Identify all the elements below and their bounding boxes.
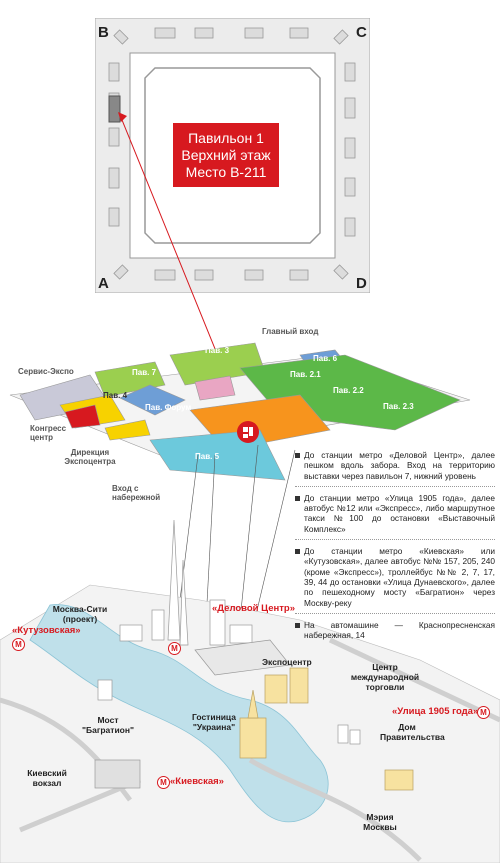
metro-delovoy-label: «Деловой Центр» (212, 603, 295, 614)
wtc-label: Центр международной торговли (350, 662, 420, 692)
expo-site (9, 342, 471, 481)
corner-c-label: C (356, 24, 367, 41)
pavilion-7-label: Пав. 7 (132, 368, 157, 377)
pavilion-2-3-label: Пав. 2.3 (383, 402, 414, 411)
metro-kievskaya-label: «Киевская» (170, 776, 224, 787)
embankment-entrance-label: Вход с набережной (112, 484, 161, 502)
service-expo-label: Сервис-Экспо (18, 367, 74, 376)
pavilion-5-label: Пав. 5 (195, 452, 220, 461)
main-entrance-label: Главный вход (262, 327, 319, 336)
metro-icon: М (157, 776, 170, 789)
mayor-office-label: Мэрия Москвы (363, 812, 397, 832)
metro-icon: М (12, 638, 25, 651)
pavilion-3-label: Пав. 3 (205, 346, 230, 355)
expocentre-label: Экспоцентр (262, 657, 312, 667)
metro-icon: М (168, 642, 181, 655)
pavilion-6-label: Пав. 6 (313, 354, 338, 363)
moscow-city-label: Москва-Сити (проект) (52, 604, 108, 624)
direction-item: На автомашине — Краснопресненская набере… (295, 620, 495, 641)
pavilion-4-label: Пав. 4 (103, 391, 128, 400)
bagration-bridge-label: Мост "Багратион" (81, 715, 135, 735)
pavilion-2-2-label: Пав. 2.2 (333, 386, 364, 395)
pavilion-2-1-label: Пав. 2.1 (290, 370, 321, 379)
pavilion-forum-label: Пав. Форум (145, 403, 192, 412)
metro-icon: М (477, 706, 490, 719)
government-house-label: Дом Правительства (380, 722, 445, 742)
metro-kutuzovskaya-label: «Кутузовская» (12, 625, 81, 636)
direction-item: До станции метро «Улица 1905 года», дале… (295, 493, 495, 534)
callout-line-1: Павильон 1 (188, 129, 264, 146)
directions-list: До станции метро «Деловой Центр», далее … (295, 450, 495, 650)
direction-item: До станции метро «Деловой Центр», далее … (295, 450, 495, 481)
directorate-label: Дирекция Экспоцентра (64, 448, 116, 466)
callout-line-3: Место В-211 (185, 163, 267, 180)
hotel-ukraina-label: Гостиница "Украина" (191, 712, 236, 732)
booth-marker (108, 95, 121, 123)
corner-d-label: D (356, 275, 367, 292)
booth-callout: Павильон 1 Верхний этаж Место В-211 (173, 123, 279, 187)
direction-item: До станции метро «Киевская» или «Кутузов… (295, 546, 495, 608)
corner-b-label: B (98, 24, 109, 41)
congress-label: Конгресс центр (30, 424, 67, 442)
kiev-station-label: Киевский вокзал (27, 768, 67, 788)
corner-a-label: A (98, 275, 109, 292)
callout-line-2: Верхний этаж (181, 146, 271, 163)
metro-1905-label: «Улица 1905 года» (392, 706, 479, 717)
